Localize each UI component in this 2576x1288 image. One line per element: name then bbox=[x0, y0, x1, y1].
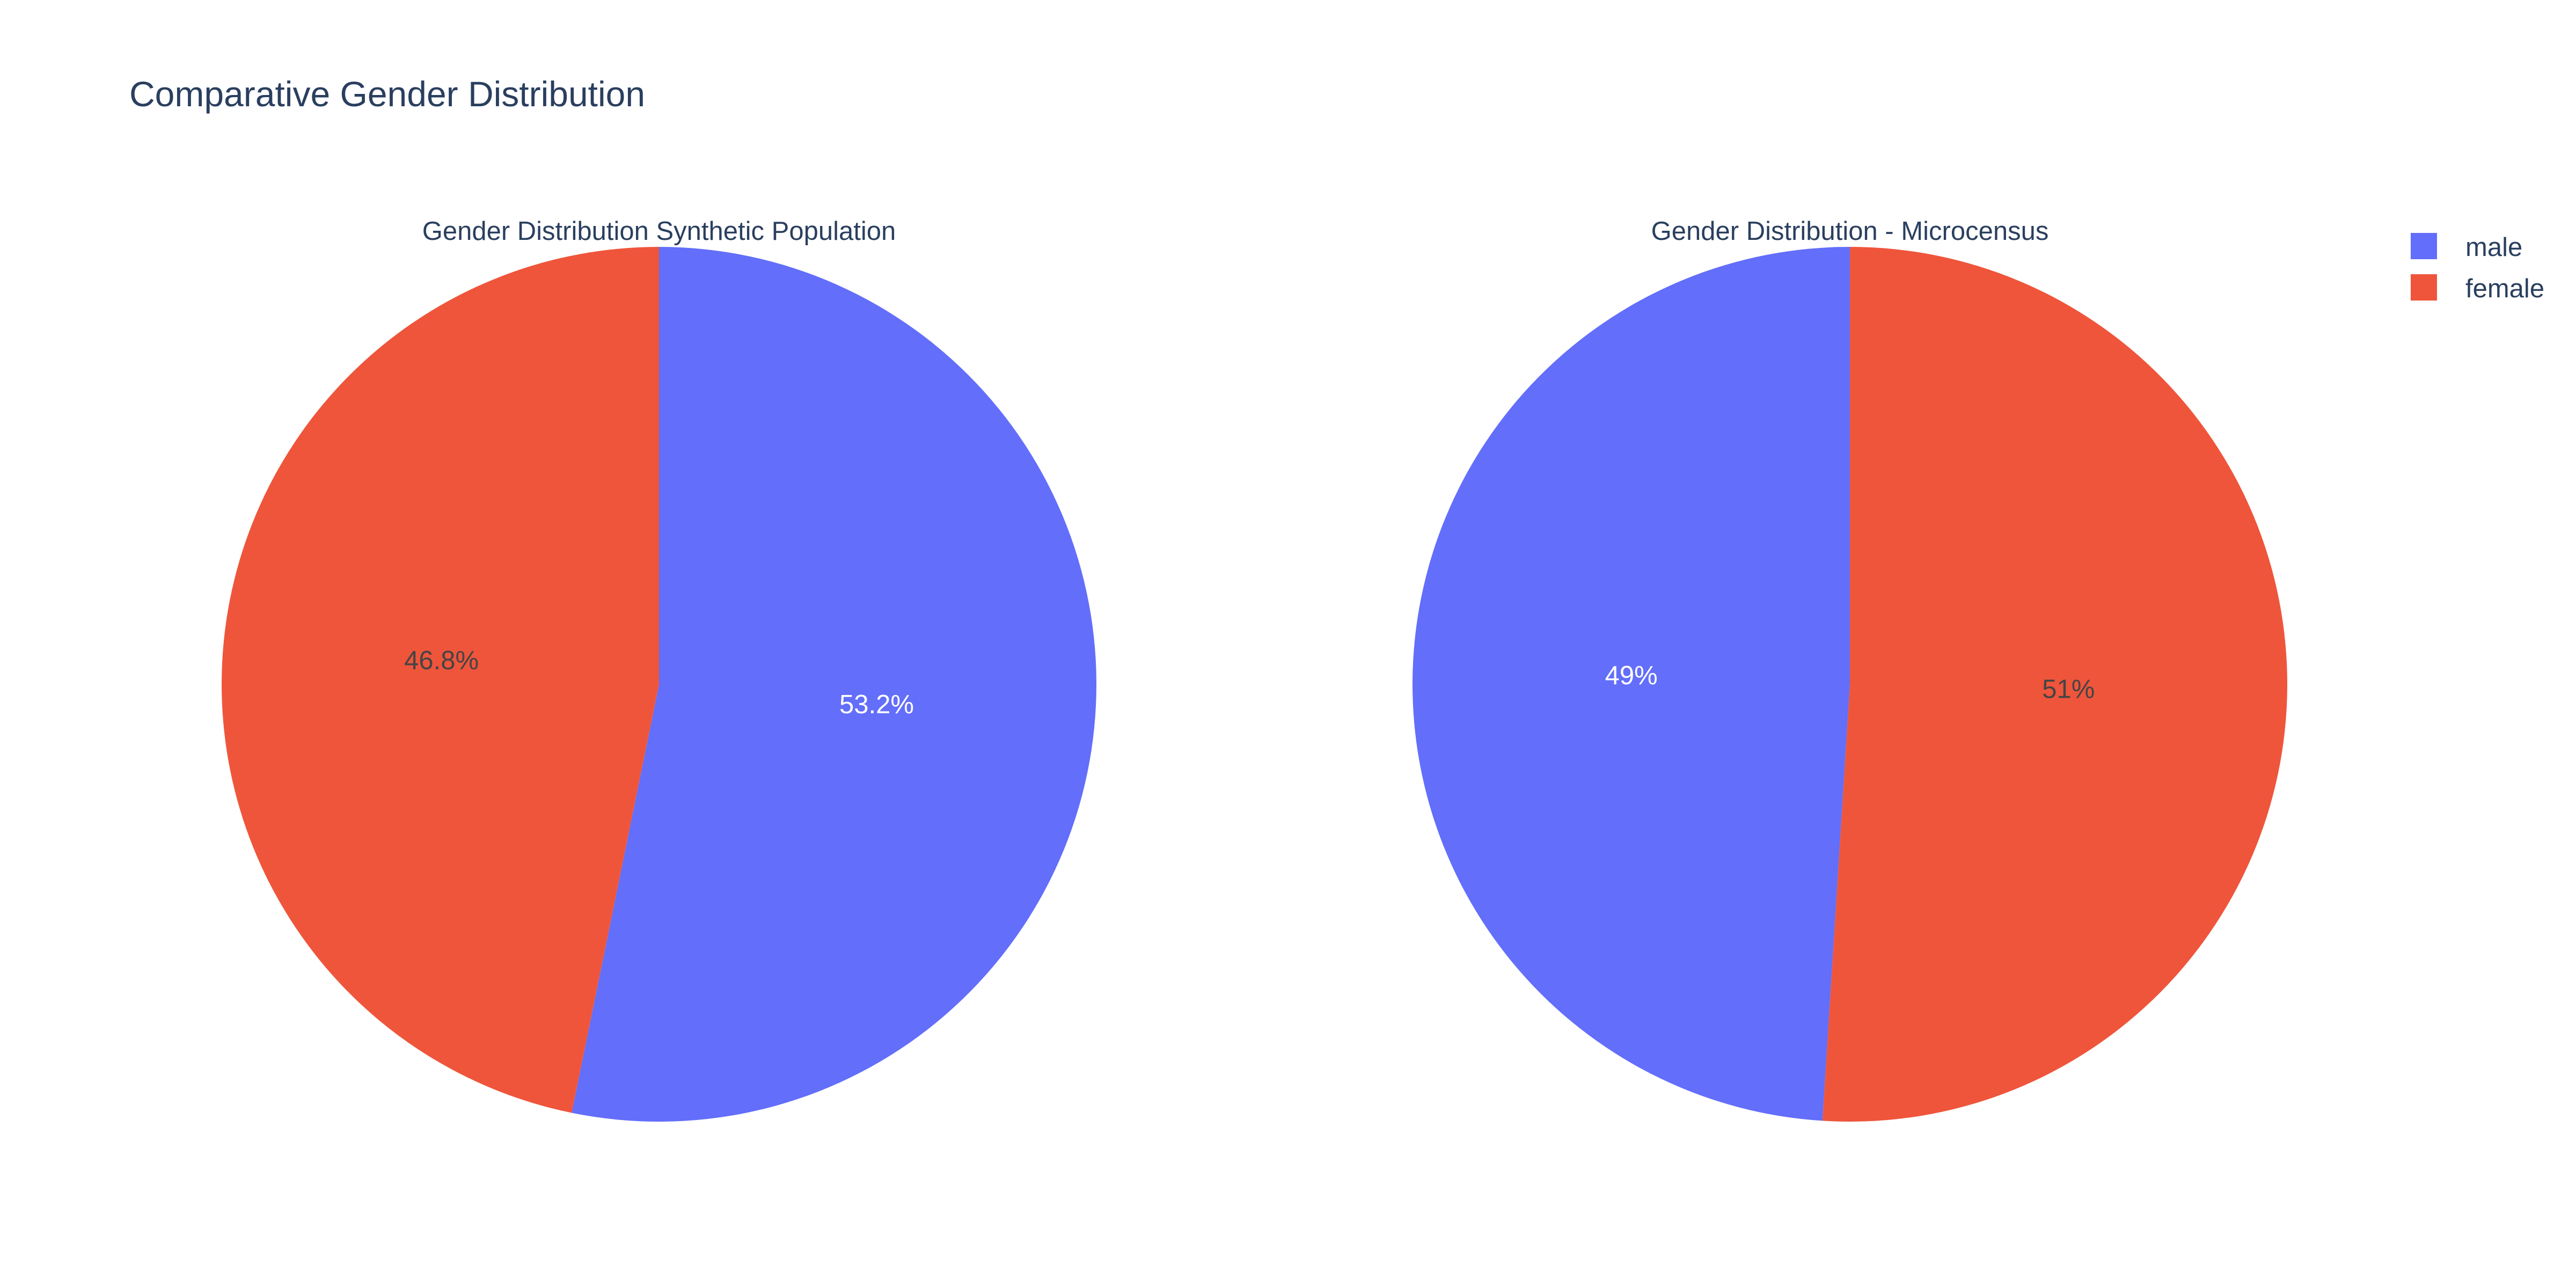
chart-title: Comparative Gender Distribution bbox=[129, 74, 645, 114]
pie-slice-female[interactable] bbox=[1822, 247, 2287, 1122]
legend-item-female[interactable]: female bbox=[2411, 274, 2544, 303]
pie-label-male: 53.2% bbox=[839, 690, 914, 719]
pie-slice-male[interactable] bbox=[572, 247, 1097, 1122]
pie-labels: 51% 49% bbox=[1605, 661, 2095, 704]
pie-label-female: 46.8% bbox=[404, 646, 479, 675]
pie-slice-female[interactable] bbox=[222, 247, 660, 1113]
pie-labels: 53.2% 46.8% bbox=[404, 646, 914, 719]
pie-slices bbox=[222, 247, 1097, 1122]
legend-item-male[interactable]: male bbox=[2411, 233, 2522, 262]
legend-swatch-male bbox=[2411, 233, 2437, 259]
pie-synthetic-population: Gender Distribution Synthetic Population… bbox=[222, 217, 1097, 1122]
pie-label-male: 49% bbox=[1605, 661, 1658, 690]
pie-title-microcensus: Gender Distribution - Microcensus bbox=[1651, 217, 2049, 246]
pie-label-female: 51% bbox=[2042, 675, 2095, 704]
pie-title-synthetic: Gender Distribution Synthetic Population bbox=[422, 217, 896, 246]
legend-label-female: female bbox=[2465, 274, 2544, 303]
pie-slices bbox=[1412, 247, 2287, 1122]
legend-label-male: male bbox=[2465, 233, 2522, 262]
legend: male female bbox=[2411, 233, 2544, 303]
pie-slice-male[interactable] bbox=[1412, 247, 1850, 1121]
pie-microcensus: Gender Distribution - Microcensus 51% 49% bbox=[1412, 217, 2287, 1122]
legend-swatch-female bbox=[2411, 274, 2437, 301]
